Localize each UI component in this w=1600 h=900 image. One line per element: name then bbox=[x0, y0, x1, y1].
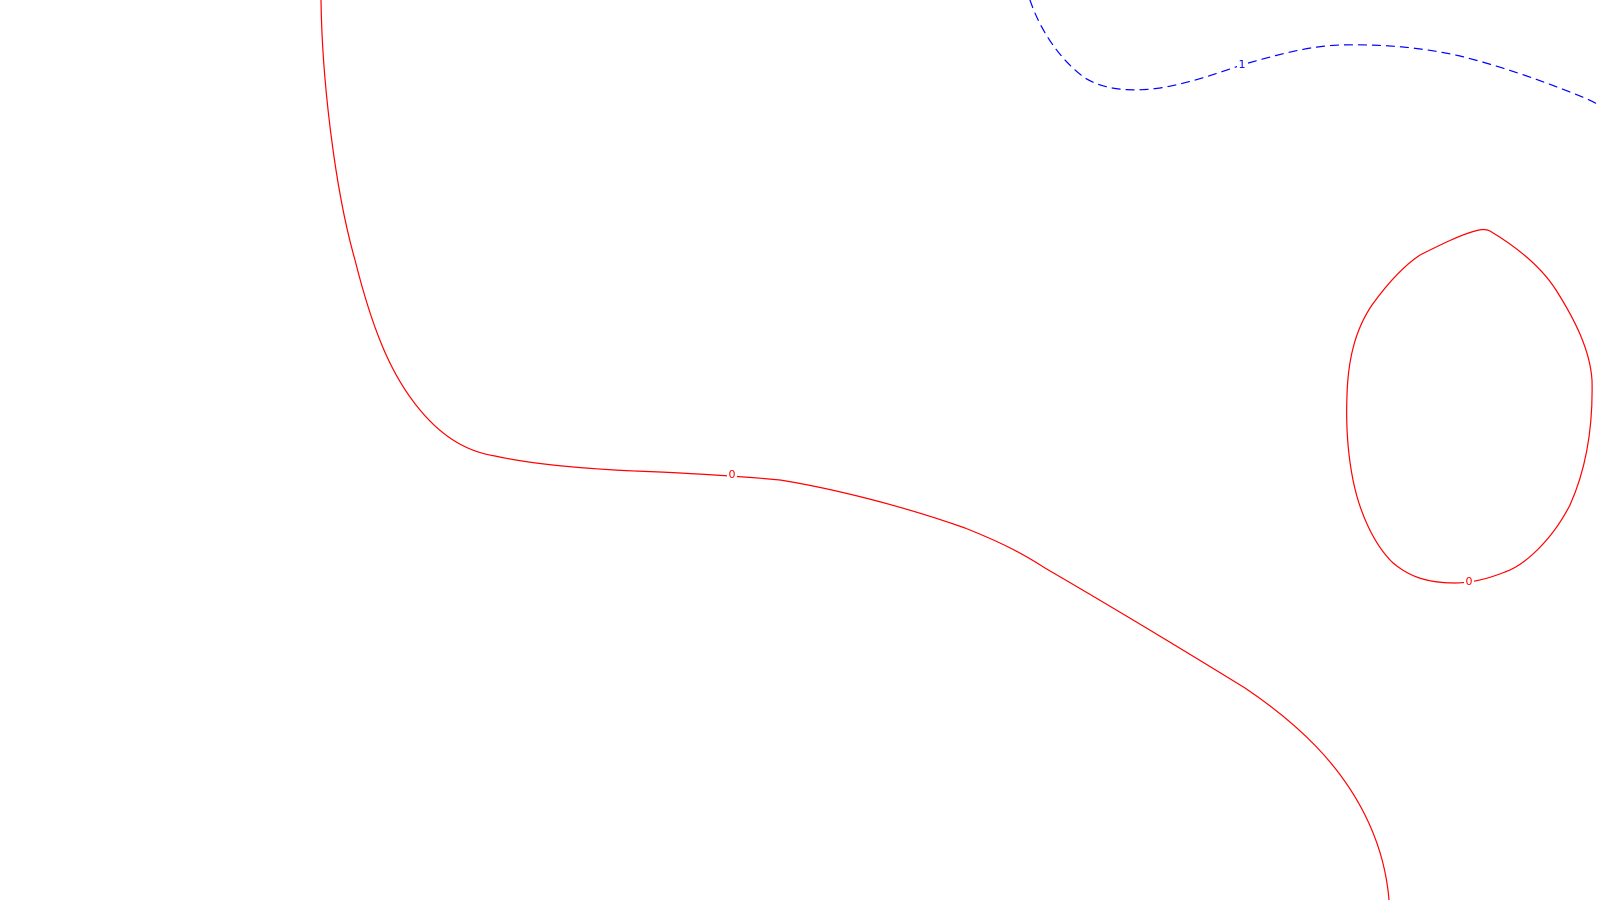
contour-labels: 0 0 1 bbox=[727, 58, 1474, 588]
contour-label-level-0: 0 bbox=[729, 468, 736, 481]
contour-label-level-1: 1 bbox=[1239, 58, 1246, 71]
contour-line-level-0-loop bbox=[1346, 228, 1593, 584]
contour-label-level-0: 0 bbox=[1466, 575, 1473, 588]
contour-line-level-1 bbox=[1029, 0, 1600, 107]
contour-line-level-0-main bbox=[320, 0, 1390, 900]
